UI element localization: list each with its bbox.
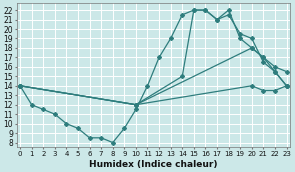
- X-axis label: Humidex (Indice chaleur): Humidex (Indice chaleur): [89, 159, 217, 169]
